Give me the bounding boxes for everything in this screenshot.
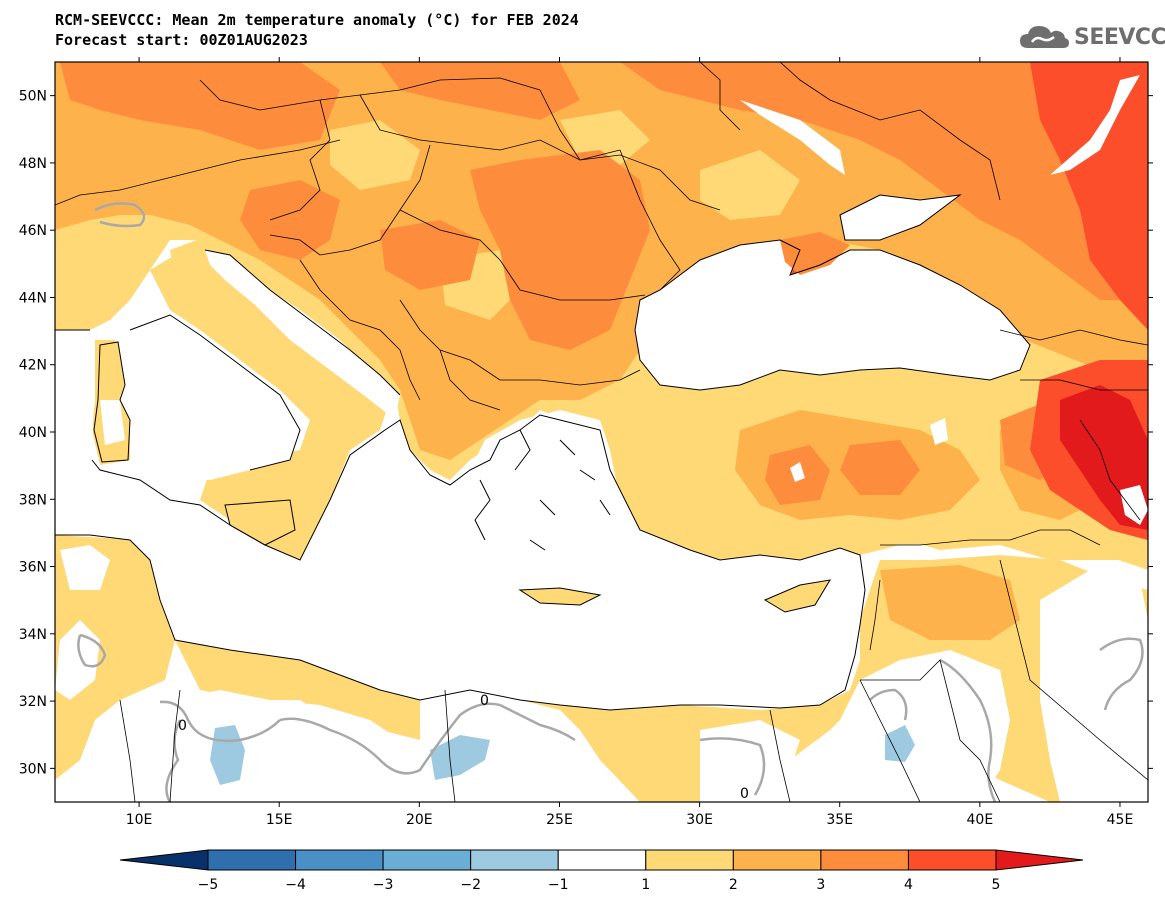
colorbar-box: [820, 849, 909, 871]
colorbar-label: −2: [460, 877, 481, 893]
lat-tick-label: 32N: [19, 694, 47, 710]
lon-tick-label: 35E: [826, 812, 853, 828]
lon-tick-label: 30E: [686, 812, 713, 828]
lat-tick-label: 46N: [19, 223, 47, 239]
lon-tick-label: 40E: [967, 812, 994, 828]
colorbar-label: 4: [904, 877, 913, 893]
seas: [55, 195, 1030, 710]
colorbar-box: [907, 849, 997, 871]
colorbar-label: −3: [373, 877, 394, 893]
map-title: RCM-SEEVCCC: Mean 2m temperature anomaly…: [55, 10, 579, 50]
lon-tick-label: 15E: [266, 812, 293, 828]
colorbar-label: 5: [992, 877, 1001, 893]
seevccc-logo: SEEVCCC: [1018, 22, 1165, 52]
colorbar-box: [207, 849, 297, 871]
country-borders: [55, 62, 1148, 802]
lon-tick-label: 25E: [546, 812, 573, 828]
lat-tick-label: 40N: [19, 425, 47, 441]
colorbar-box: [295, 849, 384, 871]
latitude-axis: 50N 48N 46N 44N 42N 40N 38N 36N 34N 32N 30N: [19, 89, 1153, 777]
lat-tick-label: 48N: [19, 156, 47, 172]
logo-text: SEEVCCC: [1074, 24, 1165, 50]
lon-tick-label: 20E: [406, 812, 433, 828]
zero-contours: [77, 202, 1144, 802]
colorbar-box: [732, 849, 822, 871]
title-line-1: RCM-SEEVCCC: Mean 2m temperature anomaly…: [55, 11, 579, 29]
colorbar-box: [382, 849, 472, 871]
lat-tick-label: 50N: [19, 89, 47, 105]
lat-tick-label: 30N: [19, 761, 47, 777]
title-line-2: Forecast start: 00Z01AUG2023: [55, 31, 308, 49]
coastlines: [55, 194, 1031, 711]
cloud-icon: [1020, 26, 1069, 48]
lat-tick-label: 38N: [19, 492, 47, 508]
colorbar-label: −5: [198, 877, 219, 893]
longitude-axis: 10E 15E 20E 25E 30E 35E 40E 45E: [126, 57, 1134, 828]
lat-tick-label: 44N: [19, 290, 47, 306]
map-plot-area: 0 0 0: [55, 62, 1148, 802]
colorbar-label: −4: [285, 877, 306, 893]
colorbar-label: 2: [729, 877, 738, 893]
colorbar-box: [557, 849, 647, 871]
contour-label-0c: 0: [740, 786, 749, 802]
lon-tick-label: 10E: [126, 812, 153, 828]
colorbar-arrow-left: [119, 849, 209, 871]
lon-tick-label: 45E: [1107, 812, 1134, 828]
colorbar-box: [645, 849, 734, 871]
lat-tick-label: 36N: [19, 560, 47, 576]
lat-tick-label: 42N: [19, 358, 47, 374]
colorbar: −5 −4 −3 −2 −1 1 2 3 4 5: [119, 849, 1084, 893]
contour-label-0: 0: [480, 693, 489, 709]
colorbar-box: [470, 849, 559, 871]
colorbar-arrow-right: [995, 849, 1084, 871]
colorbar-label: 3: [816, 877, 825, 893]
colorbar-label: 1: [641, 877, 650, 893]
lat-tick-label: 34N: [19, 627, 47, 643]
contour-label-0b: 0: [178, 718, 187, 734]
colorbar-label: −1: [548, 877, 569, 893]
